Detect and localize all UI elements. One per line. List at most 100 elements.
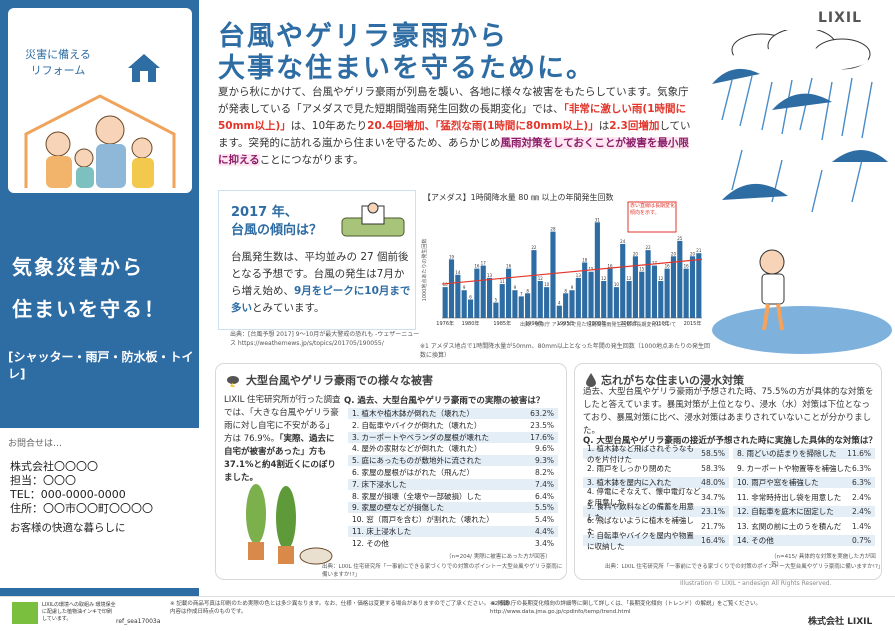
footer — [0, 596, 895, 631]
chart-bar — [613, 287, 619, 318]
flood-measures-box: 忘れがちな住まいの浸水対策 過去、大型台風やゲリラ豪雨が予想された時、75.5%… — [575, 364, 884, 579]
survey-row: 7. 床下浸水した 7.4% — [348, 478, 558, 490]
chart-data-label: 31 — [595, 217, 601, 222]
chart-bar — [639, 271, 645, 318]
survey-row: 2. 雨戸をしっかり閉めた 58.3% — [583, 463, 729, 474]
chart-data-label: 15 — [639, 267, 645, 272]
chart-bar — [582, 262, 588, 318]
chart-tick-label: 1990年 — [525, 320, 543, 327]
intro-red-3: 2.3回増加 — [609, 120, 660, 132]
survey-row-label: 10. 窓（雨戸を含む）が割れた（壊れた） — [352, 515, 494, 525]
typhoon-text-bold: 9月をピークに10月まで多い — [231, 285, 411, 314]
survey-row: 10. 雨戸や窓を補強した 6.3% — [733, 477, 875, 488]
chart-bar — [467, 299, 474, 318]
intro-text-3: は — [598, 120, 610, 132]
chart-data-label: 20 — [671, 251, 677, 256]
damage-intro-text: LIXIL 住宅研究所が行った調査では、「大きな台風やゲリラ豪雨に対し自宅に不安… — [224, 394, 342, 485]
chart-bar — [461, 290, 467, 318]
chart-bar — [569, 290, 575, 318]
chart-data-label: 17 — [481, 261, 487, 266]
survey-row-value: 6.3% — [851, 463, 871, 473]
headline-line-1: 台風やゲリラ豪雨から — [218, 21, 508, 52]
footer-note-1: ※ 記載の商品写真は印刷のため実際の色とは多少異なります。なお、仕様・価格は変更… — [170, 601, 509, 615]
chart-data-label: 17 — [652, 261, 658, 266]
survey-row-label: 2. 自転車やバイクが倒れた（壊れた） — [352, 420, 482, 430]
chart-data-label: 9 — [463, 285, 466, 290]
chart-data-label: 16 — [506, 264, 512, 269]
contact-title: お問合せは… — [8, 439, 63, 449]
main-title-line-2: 住まいを守る！ — [12, 297, 166, 321]
chart-data-label: 16 — [665, 264, 671, 269]
survey-row-value: 7.4% — [534, 479, 554, 489]
survey-row: 7. 自転車やバイクを屋内や物置に収納した 16.4% — [583, 531, 729, 551]
illustration-caption-2: リフォーム — [30, 64, 86, 77]
survey-row-value: 58.5% — [701, 449, 725, 458]
typhoon-text-1: 台風発生数は、平均並みの 27 個前後となる予想です。台風の発生は7月から増え始… — [231, 251, 409, 297]
chart-bar — [512, 290, 518, 318]
intro-red-1: 「非常に激しい雨(1時間に50mm以上)」 — [218, 103, 687, 132]
chart-bar — [677, 240, 683, 318]
survey-row-value: 6.3% — [851, 478, 871, 487]
chart-tick-label: 2015年 — [684, 320, 702, 327]
chart-data-label: 15 — [588, 267, 594, 272]
footer-note-2: ※2 気象庁の長期変化傾向の詳細等に関して詳しくは、「長期変化傾向（トレンド）の… — [490, 601, 761, 615]
damage-source: 出典：LIXIL 住宅研究所「一事前にできる家づくりでの対策のポイントー大型台風… — [322, 564, 563, 578]
chart-bar — [525, 293, 531, 318]
survey-row-label: 13. 玄関の前に土のうを積んだ — [737, 521, 842, 531]
survey-row-label: 8. 雨どいの詰まりを掃除した — [737, 449, 837, 458]
storm-umbrella-illustration — [712, 30, 892, 354]
chart-bar — [531, 250, 537, 318]
chart-data-label: 16 — [474, 264, 480, 269]
chart-data-label: 12 — [601, 276, 607, 281]
survey-row-label: 3. 植木鉢を屋内に入れた — [587, 478, 672, 487]
chart-data-label: 10 — [443, 282, 449, 287]
contact-address: 住所：〇〇市〇〇町〇〇〇〇 — [10, 502, 153, 515]
survey-row: 1. 植木鉢など飛ばされそうなものを片付けた 58.5% — [583, 444, 729, 464]
survey-row-label: 1. 植木や植木鉢が倒れた（壊れた） — [352, 409, 475, 418]
chart-data-label: 20 — [690, 251, 696, 256]
chart-bar — [518, 296, 524, 318]
survey-row-value: 58.3% — [701, 463, 725, 473]
chart-bar — [658, 280, 664, 318]
chart-bar — [651, 265, 658, 318]
chart-data-label: 19 — [449, 254, 455, 259]
trend-line — [441, 258, 703, 285]
flood-question: Q. 大型台風やゲリラ豪雨の接近が予想された時に実施した具体的な対策は？ — [583, 436, 877, 446]
contact-phone: TEL：000-0000-0000 — [10, 488, 126, 501]
intro-text-2: は、10年あたり — [290, 120, 368, 132]
survey-row-label: 6. 家屋の屋根がはがれた（飛んだ） — [352, 468, 475, 477]
survey-row-value: 6.4% — [534, 491, 554, 501]
storm-cloud-icon — [226, 372, 240, 389]
intro-text-1: 夏から秋にかけて、台風やゲリラ豪雨が列島を襲い、各地に様々な被害をもたらしていま… — [218, 86, 689, 115]
survey-row: 6. 飛ばないように植木を補強した 21.7% — [583, 516, 729, 536]
chart-bar — [683, 268, 689, 318]
chart-bar — [550, 231, 556, 318]
survey-row-value: 9.3% — [534, 456, 554, 466]
flood-source: 出典：LIXIL 住宅研究所「一事前にできる家づくりでの対策のポイントー大型台風… — [605, 564, 884, 570]
chart-data-label: 9 — [514, 285, 517, 290]
flood-intro-text: 過去、大型台風やゲリラ豪雨が予想された時、75.5%の方が具体的な対策をしたと答… — [583, 387, 874, 436]
chart-bar — [632, 256, 638, 318]
product-subtitle: [シャッター・雨戸・防水板・トイレ] — [8, 350, 194, 381]
chart-data-label: 28 — [550, 227, 556, 232]
intro-red-2: 20.4回増加、「猛烈な雨(1時間に80mm以上)」 — [367, 120, 599, 132]
illustration-caption-1: 災害に備える — [25, 48, 91, 61]
survey-row: 14. その他 0.7% — [733, 535, 875, 546]
chart-bar — [594, 222, 600, 318]
chart-bar — [620, 243, 626, 318]
lixil-logo: LIXIL — [818, 10, 863, 26]
survey-row: 2. 自転車やバイクが倒れた（壊れた） 23.5% — [348, 420, 558, 431]
survey-row-value: 17.6% — [530, 432, 554, 442]
family-illustration-panel: 災害に備える リフォーム — [8, 8, 192, 193]
survey-row: 12. その他 3.4% — [348, 538, 558, 549]
survey-row-label: 14. その他 — [737, 536, 774, 545]
chart-data-label: 13 — [487, 273, 493, 278]
chart-data-label: 25 — [677, 236, 683, 241]
chart-data-label: 14 — [455, 270, 461, 275]
chart-title: 【アメダス】1時間降水量 80 ㎜ 以上の年間発生回数 — [423, 193, 614, 202]
survey-row: 5. 食料や飲料などの備蓄を用意した 23.1% — [583, 502, 729, 522]
damage-text-1: LIXIL 住宅研究所が行った調査では、「大きな台風やゲリラ豪雨に対し自宅に不安… — [224, 395, 341, 444]
survey-row-value: 5.4% — [534, 515, 554, 525]
chart-data-label: 7 — [520, 291, 523, 296]
chart-data-label: 21 — [696, 248, 702, 253]
